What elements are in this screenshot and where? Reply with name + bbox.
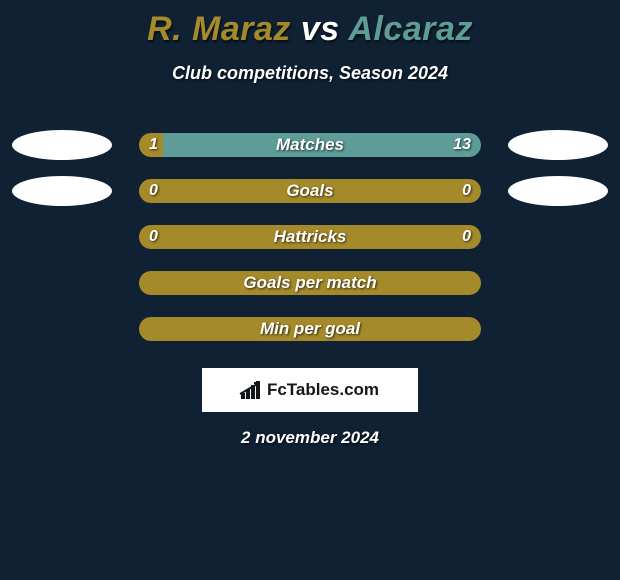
stat-label: Hattricks [139, 225, 481, 249]
stat-bar: Goals0 0 [139, 179, 481, 203]
branding-badge[interactable]: FcTables.com [202, 368, 418, 412]
stat-label: Goals per match [139, 271, 481, 295]
page-title: R. Maraz vs Alcaraz [0, 0, 620, 49]
player-badge-right [508, 130, 608, 160]
stat-value-right: 0 [462, 225, 471, 249]
footer-date: 2 november 2024 [0, 428, 620, 448]
stat-rows-container: Matches113Goals00Hattricks00Goals per ma… [0, 122, 620, 352]
trend-arrow-icon [239, 381, 263, 395]
subtitle: Club competitions, Season 2024 [0, 63, 620, 84]
title-player2: Alcaraz [348, 10, 472, 48]
player-badge-right [508, 176, 608, 206]
stat-value-right: 0 [462, 179, 471, 203]
stat-row: Goals0 0 [0, 168, 620, 214]
title-separator: vs [301, 10, 340, 48]
stat-label: Goals [139, 179, 481, 203]
stat-value-left: 0 [149, 225, 158, 249]
stat-label: Min per goal [139, 317, 481, 341]
branding-inner: FcTables.com [241, 380, 379, 400]
stat-row: Matches1 13 [0, 122, 620, 168]
title-player1: R. Maraz [147, 10, 291, 48]
stat-bar: Goals per match [139, 271, 481, 295]
player-badge-left [12, 176, 112, 206]
stat-row: Min per goal [0, 306, 620, 352]
stat-value-right: 13 [453, 133, 471, 157]
stat-value-left: 0 [149, 179, 158, 203]
stat-value-left: 1 [149, 133, 158, 157]
bar-chart-icon [241, 381, 263, 399]
stat-bar: Hattricks0 0 [139, 225, 481, 249]
stat-bar: Min per goal [139, 317, 481, 341]
branding-text: FcTables.com [267, 380, 379, 400]
stat-row: Hattricks0 0 [0, 214, 620, 260]
stat-label: Matches [139, 133, 481, 157]
stat-row: Goals per match [0, 260, 620, 306]
player-badge-left [12, 130, 112, 160]
comparison-infographic: R. Maraz vs Alcaraz Club competitions, S… [0, 0, 620, 580]
stat-bar: Matches1 13 [139, 133, 481, 157]
